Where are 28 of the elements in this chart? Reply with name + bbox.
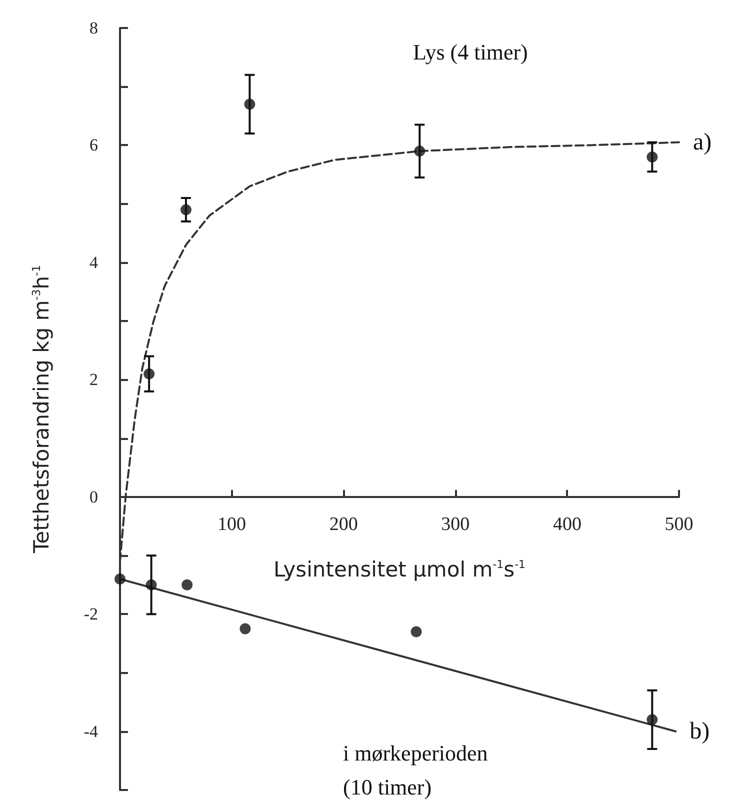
point [180, 204, 192, 216]
y-tick-label: 6 [90, 136, 98, 155]
point [414, 146, 426, 157]
point [244, 98, 256, 110]
point [240, 623, 251, 634]
x-tick-label: 500 [664, 514, 694, 535]
point [410, 626, 422, 638]
y-tick-label: 2 [90, 370, 98, 390]
point [146, 579, 157, 590]
point [646, 151, 658, 162]
series-label: a) [693, 129, 712, 156]
series-label: b) [690, 718, 710, 744]
point [114, 573, 126, 584]
annotation: i mørkeperioden (10 timer) [343, 740, 488, 800]
text: Lys (4 timer) [413, 40, 528, 64]
y-tick-label: -2 [84, 604, 98, 624]
x-tick-label: 400 [552, 514, 582, 535]
point [182, 579, 193, 590]
point [144, 368, 155, 380]
y-tick-label: 8 [90, 18, 98, 38]
x-tick-label: 200 [329, 514, 358, 535]
y-tick-label: -4 [84, 722, 98, 741]
y-axis-title: Tetthetsforandring kg m-3h-1 [30, 264, 54, 554]
y-tick-label: 0 [90, 487, 98, 506]
point [646, 714, 658, 726]
x-tick-label: 100 [218, 514, 246, 535]
y-tick-label: 4 [90, 252, 98, 272]
x-tick-label: 300 [441, 514, 470, 535]
